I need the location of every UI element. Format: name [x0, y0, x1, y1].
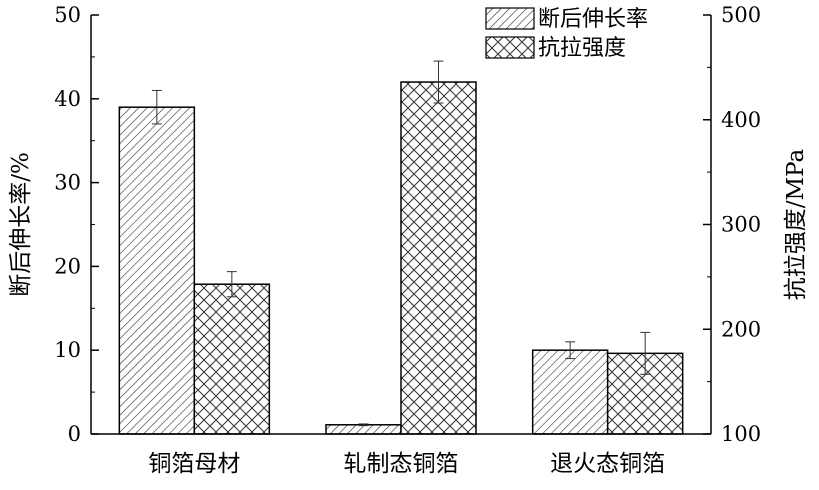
category-label-0: 铜箔母材 — [148, 451, 240, 477]
right-tick-label-2: 300 — [721, 213, 761, 237]
left-tick-label-2: 20 — [54, 254, 81, 278]
bar-elongation-1 — [325, 424, 402, 435]
right-tick-label-3: 400 — [721, 108, 761, 132]
bar-elongation-0 — [118, 106, 196, 435]
left-tick-label-4: 40 — [54, 87, 81, 111]
right-axis-ticks: 100 200 300 400 500 — [703, 3, 761, 446]
right-tick-label-1: 200 — [721, 317, 761, 341]
legend-swatch-elongation — [485, 7, 535, 30]
bar-tensile-strength-0 — [193, 283, 271, 435]
left-tick-label-1: 10 — [54, 338, 81, 362]
bars — [118, 81, 684, 435]
right-tick-label-0: 100 — [721, 422, 761, 446]
bar-tensile-strength-1 — [400, 81, 477, 435]
legend-label-elongation: 断后伸长率 — [538, 7, 648, 32]
left-axis-ticks: 0 10 20 30 40 50 — [54, 3, 99, 446]
legend-label-tensile-strength: 抗拉强度 — [538, 36, 626, 61]
legend-swatch-tensile-strength — [485, 36, 535, 59]
left-tick-label-5: 50 — [54, 3, 81, 27]
legend: 断后伸长率 抗拉强度 — [485, 7, 648, 61]
left-tick-label-3: 30 — [54, 171, 81, 195]
error-bars — [151, 60, 651, 427]
left-tick-label-0: 0 — [68, 422, 81, 446]
bar-elongation-2 — [531, 349, 609, 435]
y-axis-left-title: 断后伸长率/% — [8, 152, 34, 297]
y-axis-right-title: 抗拉强度/MPa — [783, 148, 809, 300]
category-label-1: 轧制态铜箔 — [344, 451, 459, 477]
category-labels: 铜箔母材 轧制态铜箔 退火态铜箔 — [148, 451, 665, 477]
category-label-2: 退火态铜箔 — [550, 451, 665, 477]
right-tick-label-4: 500 — [721, 3, 761, 27]
